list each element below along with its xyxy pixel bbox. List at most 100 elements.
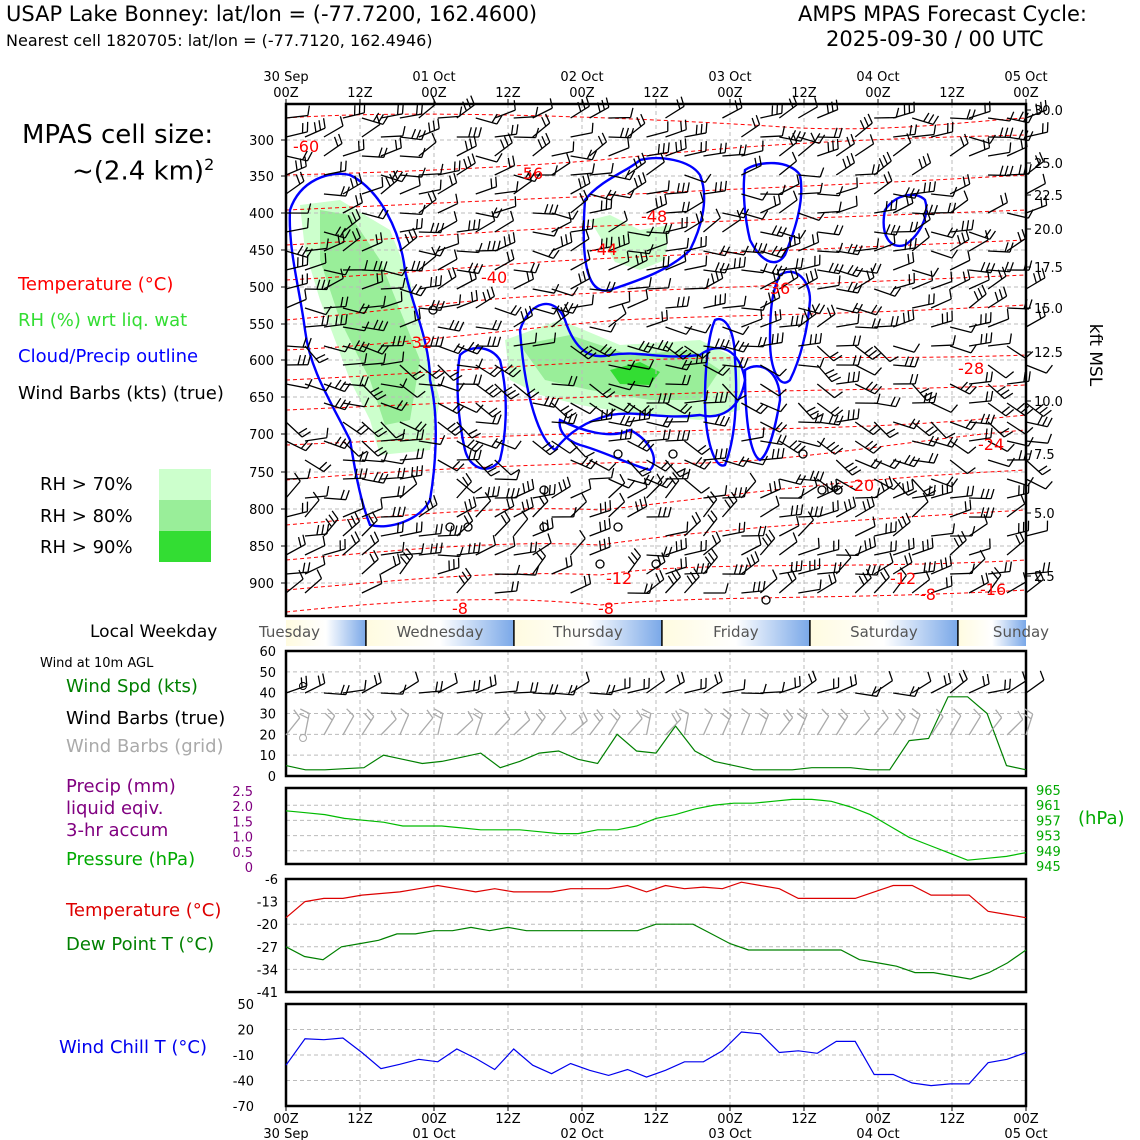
cell-size-label: MPAS cell size: bbox=[22, 120, 214, 150]
wind-barb bbox=[361, 531, 380, 556]
cloud-outline-9 bbox=[558, 418, 656, 472]
wind-barb bbox=[456, 439, 484, 453]
wind-barb bbox=[911, 267, 940, 277]
wind-barb bbox=[361, 271, 384, 290]
wind-barb bbox=[1025, 402, 1052, 417]
wind-barb bbox=[930, 271, 953, 290]
wind-barb bbox=[570, 218, 595, 233]
bottom-time-label: 12Z bbox=[791, 1112, 817, 1127]
wind-barb bbox=[380, 429, 406, 442]
wind-barb bbox=[892, 309, 915, 328]
wind-barb bbox=[456, 218, 481, 233]
temp-contour-7 bbox=[285, 354, 1027, 381]
wind-barb bbox=[570, 529, 586, 556]
wind-barb bbox=[892, 454, 921, 468]
wind-barb bbox=[551, 375, 578, 387]
wind-barb bbox=[911, 478, 937, 496]
wind-barb bbox=[968, 269, 990, 290]
wind-barb bbox=[1025, 364, 1053, 374]
wind-barb bbox=[703, 268, 724, 290]
wind-barb bbox=[817, 414, 844, 426]
wind-barb bbox=[816, 571, 837, 594]
wind-barb bbox=[854, 421, 882, 436]
sfc-wind-barb-true bbox=[665, 671, 685, 694]
main-ytick-left-label: 600 bbox=[249, 354, 274, 369]
wind-barb bbox=[418, 163, 444, 176]
bottom-time-label: 12Z bbox=[939, 1112, 965, 1127]
wind-barb bbox=[854, 440, 882, 454]
wind-barb bbox=[589, 408, 614, 423]
sfc-wind-barb-true bbox=[722, 679, 746, 694]
wind-barb bbox=[513, 383, 540, 399]
wind-barb bbox=[873, 568, 890, 594]
wind-barb bbox=[892, 343, 921, 353]
wind-barb bbox=[798, 167, 825, 178]
dewpoint-label: Dew Point T (°C) bbox=[66, 934, 215, 955]
wind-barb bbox=[342, 531, 361, 556]
wind-barb bbox=[969, 371, 994, 385]
sfc-wind-barb-grid bbox=[570, 711, 588, 736]
main-ytick-right-label: 7.5 bbox=[1034, 448, 1055, 463]
wind-barb bbox=[304, 486, 330, 499]
wind-barb bbox=[949, 190, 969, 214]
wind-barb bbox=[304, 491, 320, 518]
wind-barb bbox=[361, 440, 387, 457]
bottom-time-label: 00Z bbox=[717, 1112, 743, 1127]
sfc-wind-barb-true bbox=[285, 675, 308, 694]
sfc-wind-barb-grid bbox=[968, 708, 982, 736]
wind-barb bbox=[437, 525, 463, 537]
sfc-wind-barb-grid bbox=[285, 709, 301, 736]
wind-barb bbox=[1025, 562, 1051, 575]
temp-contour-13 bbox=[285, 559, 1027, 591]
wind-barb bbox=[285, 273, 308, 290]
sfc-wind-barb-true bbox=[703, 671, 723, 694]
wind-barb bbox=[684, 540, 707, 556]
main-ytick-right-label: 12.5 bbox=[1034, 346, 1063, 361]
wind-barb bbox=[703, 180, 728, 195]
wind-barb bbox=[741, 402, 769, 415]
wind-barb bbox=[892, 101, 915, 119]
wind-barb bbox=[741, 210, 769, 220]
legend-cloud: Cloud/Precip outline bbox=[18, 346, 199, 367]
wind-barb bbox=[930, 575, 953, 594]
wind-barb bbox=[513, 541, 538, 556]
wind-barb bbox=[475, 486, 501, 499]
main-ytick-right-label: 2.5 bbox=[1034, 570, 1055, 585]
wind-barb bbox=[969, 390, 994, 404]
wind-barb bbox=[304, 427, 329, 442]
wind-barb bbox=[1006, 520, 1030, 537]
wind-barb bbox=[361, 498, 383, 518]
wind-barb bbox=[665, 182, 690, 195]
wind-spd-label: Wind Spd (kts) bbox=[66, 676, 198, 697]
wind-barb bbox=[760, 495, 780, 518]
wind-barb bbox=[968, 427, 993, 442]
wind-barb bbox=[911, 492, 929, 518]
station-title: USAP Lake Bonney: lat/lon = (-77.7200, 1… bbox=[6, 2, 538, 26]
wind-barb bbox=[627, 250, 648, 271]
wind-barb bbox=[342, 321, 370, 332]
main-ytick-right-label: 20.0 bbox=[1034, 223, 1063, 238]
temp-label: -40 bbox=[481, 268, 507, 287]
sfc-wind-barb-true bbox=[1006, 671, 1027, 694]
temp-panel-frame bbox=[284, 877, 1028, 994]
wind-barb bbox=[855, 262, 882, 274]
wind-barb bbox=[627, 359, 655, 370]
precip-label-3: 3-hr accum bbox=[66, 820, 169, 841]
wind-barb bbox=[399, 465, 424, 480]
wind-barb bbox=[361, 383, 387, 401]
wind-barb bbox=[665, 251, 687, 271]
wind-barb bbox=[911, 421, 938, 437]
main-ytick-right-label: 25.0 bbox=[1034, 157, 1063, 172]
wind-barb bbox=[456, 567, 472, 594]
wind-barb bbox=[892, 479, 915, 499]
wind-barb bbox=[513, 496, 534, 518]
wind-barb bbox=[665, 402, 693, 415]
wind-barb bbox=[418, 275, 443, 290]
wind-barb bbox=[684, 390, 709, 404]
wind-barb bbox=[703, 485, 728, 499]
wind-barb bbox=[968, 229, 997, 240]
wind-barb bbox=[684, 173, 712, 184]
wind-barb bbox=[854, 364, 883, 376]
sfc-wind-barb-true bbox=[930, 673, 952, 694]
wind-barb bbox=[778, 190, 798, 214]
